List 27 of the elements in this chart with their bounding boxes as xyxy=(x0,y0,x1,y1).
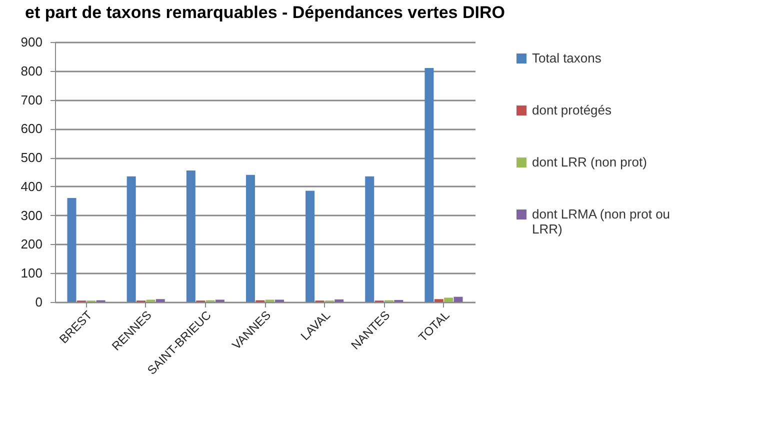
y-tick-label: 400 xyxy=(20,178,42,194)
bar xyxy=(186,170,196,302)
y-tick-label: 900 xyxy=(20,34,42,50)
y-tick-label: 600 xyxy=(20,121,42,136)
y-tick-label: 300 xyxy=(20,208,42,223)
legend-label: dont protégés xyxy=(532,102,612,118)
bar xyxy=(306,190,315,302)
legend-label: dont LRMA (non prot ou LRR) xyxy=(532,206,670,236)
bar xyxy=(444,298,454,302)
bar xyxy=(334,299,344,302)
bar xyxy=(246,174,255,302)
y-tick-label: 700 xyxy=(20,92,42,108)
y-tick-label: 800 xyxy=(20,63,42,78)
chart-title: et part de taxons remarquables - Dépendances vertes DIRO xyxy=(25,3,505,22)
bar xyxy=(67,198,76,302)
bar xyxy=(434,299,444,302)
bar xyxy=(156,299,165,302)
legend-label: Total taxons xyxy=(532,50,602,66)
bar xyxy=(454,296,463,302)
y-tick-label: 200 xyxy=(20,236,42,252)
bar xyxy=(365,176,374,302)
legend-label: dont LRR (non prot) xyxy=(532,154,647,170)
y-tick-label: 0 xyxy=(35,294,42,310)
y-tick-label: 100 xyxy=(20,266,42,281)
bar xyxy=(424,68,434,302)
y-tick-label: 500 xyxy=(20,150,42,166)
bar xyxy=(126,176,136,302)
